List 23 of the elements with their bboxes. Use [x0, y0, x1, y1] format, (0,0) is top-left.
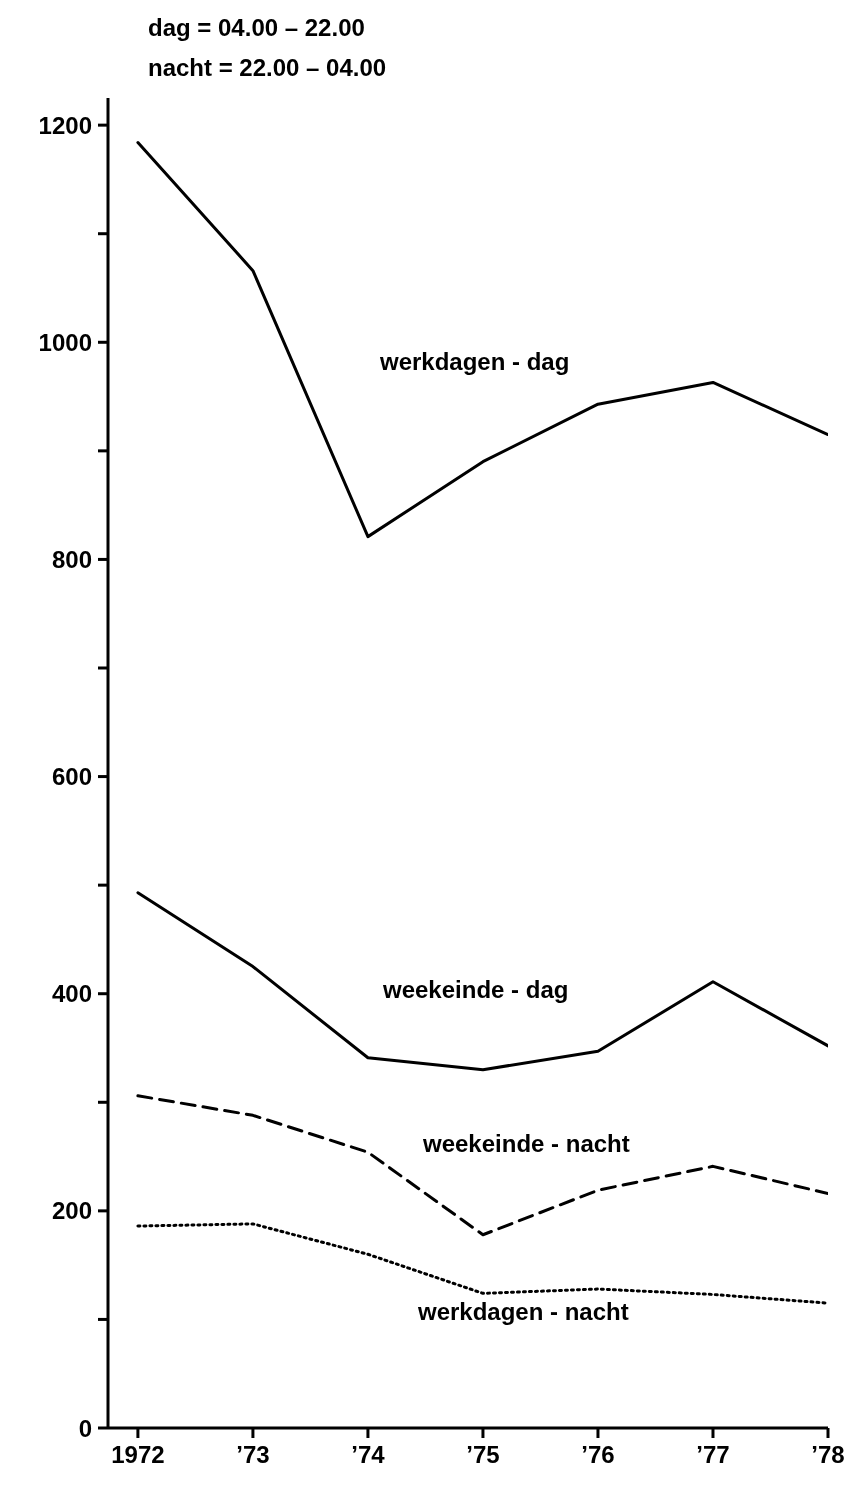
series-label: werkdagen - dag — [380, 348, 570, 376]
x-tick-label: ’77 — [696, 1441, 730, 1469]
text: nacht = 22.00 – 04.00 — [148, 53, 387, 83]
x-tick-label: ’73 — [236, 1441, 270, 1469]
y-tick-label: 800 — [51, 545, 92, 573]
y-tick-label: 1200 — [38, 111, 92, 139]
text: dag = 04.00 – 22.00 — [148, 13, 366, 43]
line-series — [136, 141, 828, 539]
line-series — [136, 1094, 828, 1237]
series-label: weekeinde - nacht — [423, 1130, 630, 1158]
x-tick-label: ’76 — [581, 1441, 615, 1469]
x-tick-label: ’78 — [811, 1441, 845, 1469]
y-tick-label: 600 — [51, 763, 92, 791]
line-series — [136, 891, 828, 1072]
x-tick-label: ’75 — [466, 1441, 500, 1469]
y-tick-label: 0 — [78, 1414, 92, 1442]
y-tick-label: 1000 — [38, 328, 92, 356]
series-label: werkdagen - nacht — [418, 1298, 629, 1326]
y-tick-label: 200 — [51, 1197, 92, 1225]
x-tick-label: 1972 — [111, 1441, 165, 1469]
text: weekeinde - dag — [383, 976, 569, 1004]
x-tick-label: ’74 — [351, 1441, 386, 1469]
y-tick-label: 400 — [51, 980, 92, 1008]
